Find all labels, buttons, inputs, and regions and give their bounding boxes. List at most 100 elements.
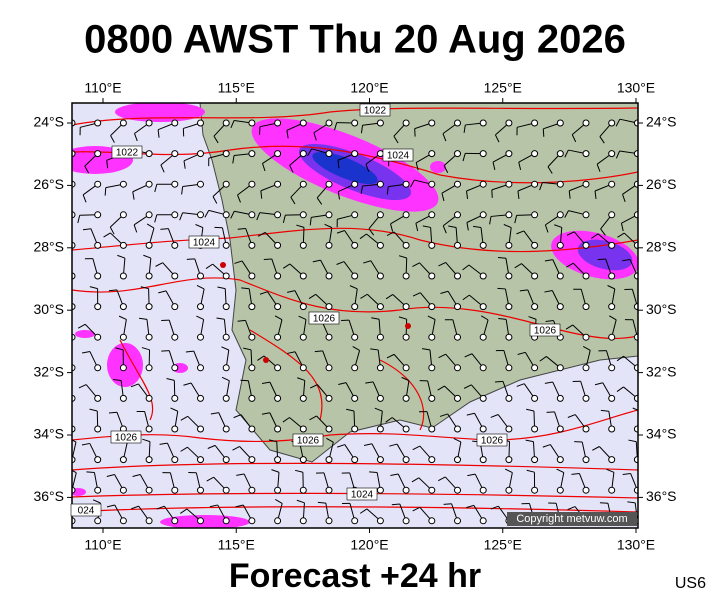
barb-feather [237, 319, 246, 322]
barb-feather [437, 476, 446, 482]
title: 0800 AWST Thu 20 Aug 2026 [84, 18, 626, 62]
station [299, 394, 307, 402]
lat-label: 32°S [646, 363, 677, 379]
copyright: Copyright metvuw.com [516, 513, 627, 525]
station [222, 394, 230, 402]
barb-feather [462, 294, 470, 301]
barb-feather [52, 265, 58, 270]
station [222, 150, 230, 158]
barb-feather [230, 211, 235, 219]
barb-feather [443, 503, 452, 505]
barb-feather [368, 228, 375, 236]
barb-feather [326, 437, 334, 443]
station [299, 425, 307, 433]
station [428, 303, 436, 311]
barb-feather [106, 504, 115, 508]
barb-feather [386, 186, 389, 195]
isobar-labels: 1022 1022 1024 1024 1026 1026 1026 1026 1026 1024… [70, 103, 561, 517]
barb-feather [155, 262, 163, 267]
isobar-label: 1022 [364, 106, 387, 117]
station [274, 150, 282, 158]
footer: Forecast +24 hr [229, 557, 481, 595]
station [325, 364, 333, 372]
station [222, 241, 230, 249]
barb-feather [313, 132, 317, 141]
station [351, 211, 359, 219]
barb-feather [369, 471, 378, 473]
barb-feather [185, 350, 194, 353]
station [479, 211, 487, 219]
station [376, 333, 384, 341]
barb-feather [103, 232, 111, 238]
barb-feather [594, 382, 603, 386]
barb-feather [539, 356, 547, 362]
station [171, 119, 179, 127]
barb-feather [317, 501, 326, 504]
station [351, 333, 359, 341]
barb-feather [360, 185, 363, 194]
barb-feather [504, 468, 513, 473]
barb-feather [154, 184, 158, 193]
station [376, 303, 384, 311]
station [428, 517, 436, 525]
station [428, 180, 436, 188]
station [376, 119, 384, 127]
barb-feather [51, 295, 57, 300]
barb-feather [296, 224, 305, 228]
barb-feather [607, 285, 616, 290]
barb-feather [56, 382, 64, 383]
barb-feather [282, 214, 286, 223]
station [505, 180, 513, 188]
station [556, 486, 564, 494]
barb-feather [385, 417, 393, 423]
station [222, 517, 230, 525]
barb-feather [542, 128, 545, 137]
barb-feather [104, 187, 107, 196]
lat-label: 36°S [33, 488, 64, 504]
station [274, 517, 282, 525]
station [145, 394, 153, 402]
station [119, 272, 127, 280]
station [222, 486, 230, 494]
station [505, 364, 513, 372]
barb-feather [295, 469, 304, 473]
station [608, 180, 616, 188]
barb-feather [236, 473, 245, 476]
station [376, 425, 384, 433]
barb-feather [398, 255, 407, 259]
barb-feather [600, 409, 609, 412]
barb-feather [183, 382, 192, 386]
barb-feather [370, 348, 379, 351]
station [556, 425, 564, 433]
station [402, 425, 410, 433]
barb-feather [307, 148, 313, 156]
station [531, 303, 539, 311]
barb-feather [514, 263, 522, 269]
barb-feather [57, 321, 65, 322]
barb-feather [282, 263, 291, 269]
barb-feather [213, 135, 219, 144]
station [531, 425, 539, 433]
barb-feather [519, 289, 528, 292]
barb-feather [365, 164, 370, 172]
barb-feather [170, 407, 178, 412]
barb-feather [566, 262, 574, 268]
barb-feather [615, 118, 621, 127]
wind-barbs [51, 118, 638, 525]
station [428, 241, 436, 249]
station [94, 486, 102, 494]
barb-feather [438, 261, 446, 267]
barb-feather [195, 224, 204, 229]
barb-feather [568, 190, 571, 199]
barb-feather [427, 315, 436, 320]
station [428, 425, 436, 433]
barb-feather [57, 225, 60, 232]
barb-feather [166, 378, 175, 381]
barb-feather [401, 376, 410, 382]
barb-feather [298, 315, 307, 320]
station [428, 211, 436, 219]
station [556, 119, 564, 127]
station [454, 180, 461, 188]
station [171, 272, 179, 280]
station [248, 272, 256, 280]
